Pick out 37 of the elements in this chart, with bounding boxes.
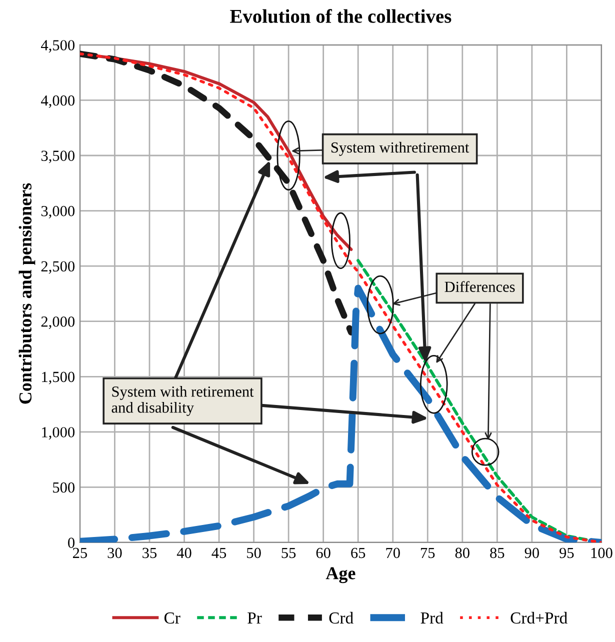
x-tick-label: 45 [212,548,226,558]
y-tick-label: 2,000 [41,316,75,330]
x-tick-label: 35 [142,548,157,558]
legend-label: Prd [420,612,444,624]
x-tick-label: 55 [282,548,296,558]
legend-label: Crd+Prd [510,612,568,624]
x-tick-label: 65 [351,548,366,558]
y-tick-label: 3,000 [41,206,75,218]
annotation: System withretirement [331,142,470,156]
legend-label: Crd [329,612,354,624]
x-tick-label: 60 [316,548,330,558]
y-axis-title: Contributors and pensioners [18,183,36,404]
x-tick-label: 25 [72,548,87,558]
x-tick-label: 40 [176,548,192,558]
x-tick-label: 85 [490,548,504,558]
y-tick-label: 1,500 [42,372,75,384]
legend-label: Cr [164,612,180,624]
x-tick-label: 50 [247,548,261,558]
y-tick-label: 500 [53,482,75,493]
annotation: System with retirement and disability [112,386,254,416]
x-axis-title: Age [326,567,356,584]
x-tick-label: 90 [524,548,539,558]
x-tick-label: 70 [386,548,400,558]
annotation: Differences [444,281,515,292]
x-tick-label: 75 [421,548,435,558]
chart-title: Evolution of the collectives [230,9,452,23]
x-tick-label: 80 [455,548,470,558]
y-tick-label: 4,500 [41,40,75,53]
y-tick-label: 3,500 [41,150,75,164]
legend-label: Pr [248,612,262,624]
y-tick-label: 2,500 [41,261,75,274]
y-tick-label: 4,000 [41,95,75,108]
y-tick-label: 0 [68,538,75,548]
x-tick-label: 95 [560,548,574,558]
x-tick-label: 30 [108,548,122,558]
y-tick-label: 1,000 [42,427,75,440]
x-tick-label: 100 [591,548,612,558]
